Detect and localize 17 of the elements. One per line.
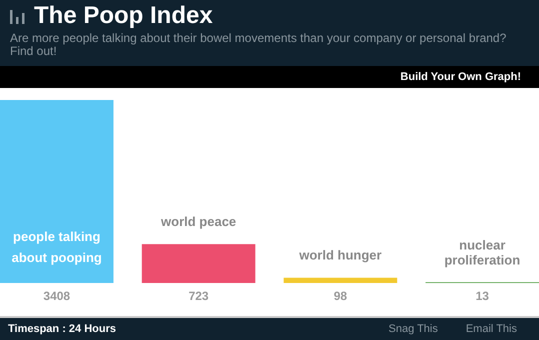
- x-tick-label: world peace: [160, 214, 236, 230]
- text: Timespan : 24 Hours: [8, 322, 116, 337]
- x-tick-label: people talking about pooping: [12, 229, 102, 265]
- x-tick-label: nuclear proliferation: [444, 237, 520, 268]
- data-label: 723: [188, 289, 209, 303]
- text: Email This: [466, 323, 517, 335]
- bar: [0, 100, 114, 283]
- bar: [284, 278, 398, 283]
- data-label: 3408: [43, 289, 70, 303]
- chart-title: The Poop Index: [34, 2, 213, 30]
- bar: [142, 244, 256, 283]
- data-label: 13: [476, 289, 490, 303]
- text: Build Your Own Graph!: [0, 66, 539, 88]
- text: Snag This: [388, 323, 438, 335]
- data-label: 98: [334, 289, 348, 303]
- x-tick-label: world hunger: [298, 248, 382, 263]
- chart-subtitle: Are more people talking about their bowel movements than your company or personal brand? Find out!: [10, 31, 508, 58]
